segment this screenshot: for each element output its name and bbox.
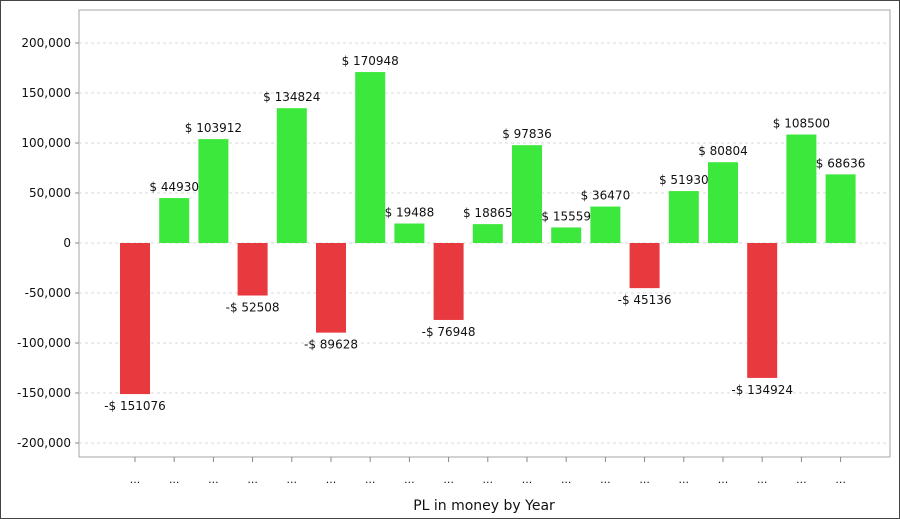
data-label: -$ 89628 — [304, 338, 358, 352]
data-label: $ 103912 — [185, 121, 242, 135]
y-tick-label: 150,000 — [21, 86, 71, 100]
x-tick-label: ... — [404, 473, 415, 486]
bar[interactable] — [433, 243, 464, 320]
data-label: $ 80804 — [698, 144, 748, 158]
x-tick-label: ... — [639, 473, 650, 486]
bar[interactable] — [159, 198, 190, 243]
y-tick-label: -50,000 — [25, 286, 71, 300]
x-tick-label: ... — [796, 473, 807, 486]
data-label: $ 51930 — [659, 173, 709, 187]
x-tick-label: ... — [443, 473, 454, 486]
data-label: -$ 76948 — [422, 325, 476, 339]
data-label: $ 18865 — [463, 206, 513, 220]
x-tick-label: ... — [130, 473, 141, 486]
bar[interactable] — [747, 243, 778, 378]
bar[interactable] — [316, 243, 346, 333]
x-tick-label: ... — [679, 473, 690, 486]
bar[interactable] — [120, 243, 150, 395]
x-tick-label: ... — [757, 473, 768, 486]
y-tick-label: -150,000 — [17, 386, 71, 400]
x-tick-label: ... — [208, 473, 219, 486]
data-label: -$ 45136 — [618, 293, 672, 307]
bar[interactable] — [825, 174, 856, 243]
data-labels: -$ 151076 $ 44930 $ 103912 -$ 52508 $ 134824… — [104, 54, 865, 413]
bar[interactable] — [394, 223, 425, 243]
x-tick-label: ... — [561, 473, 572, 486]
x-tick-label: ... — [522, 473, 533, 486]
data-label: $ 36470 — [581, 189, 631, 203]
x-tick-label: ... — [287, 473, 298, 486]
bar[interactable] — [276, 108, 307, 244]
bar[interactable] — [198, 139, 229, 243]
y-axis: -200,000 -150,000 -100,000 -50,000 0 50,000 10… — [17, 36, 79, 450]
bar[interactable] — [590, 206, 621, 243]
x-tick-label: ... — [247, 473, 258, 486]
bar[interactable] — [512, 145, 542, 243]
x-axis-title: PL in money by Year — [413, 498, 555, 514]
y-tick-label: 200,000 — [21, 36, 71, 50]
bar[interactable] — [668, 191, 699, 243]
y-tick-label: 0 — [63, 236, 71, 250]
data-label: -$ 134924 — [731, 383, 793, 397]
y-tick-label: -100,000 — [17, 336, 71, 350]
data-label: $ 170948 — [342, 54, 399, 68]
data-label: $ 134824 — [263, 90, 320, 104]
bar[interactable] — [472, 224, 503, 243]
bar[interactable] — [629, 243, 660, 289]
bar[interactable] — [551, 227, 582, 243]
bar[interactable] — [708, 162, 738, 243]
y-tick-label: -200,000 — [17, 436, 71, 450]
bar[interactable] — [237, 243, 268, 296]
x-tick-label: ... — [483, 473, 494, 486]
data-label: $ 15559 — [541, 209, 591, 223]
x-tick-label: ... — [835, 473, 846, 486]
bar[interactable] — [786, 134, 817, 244]
y-tick-label: 50,000 — [29, 186, 71, 200]
data-label: $ 97836 — [502, 127, 552, 141]
bar[interactable] — [355, 72, 386, 243]
data-label: $ 44930 — [149, 180, 199, 194]
x-tick-label: ... — [365, 473, 376, 486]
bars — [120, 72, 856, 395]
x-tick-label: ... — [169, 473, 180, 486]
x-tick-label: ... — [600, 473, 611, 486]
data-label: -$ 52508 — [226, 301, 280, 315]
x-tick-label: ... — [718, 473, 729, 486]
data-label: $ 19488 — [385, 206, 435, 220]
y-tick-label: 100,000 — [21, 136, 71, 150]
data-label: $ 108500 — [773, 117, 830, 131]
data-label: -$ 151076 — [104, 399, 166, 413]
data-label: $ 68636 — [816, 156, 866, 170]
x-axis: ........................................… — [130, 457, 846, 486]
x-tick-label: ... — [326, 473, 337, 486]
